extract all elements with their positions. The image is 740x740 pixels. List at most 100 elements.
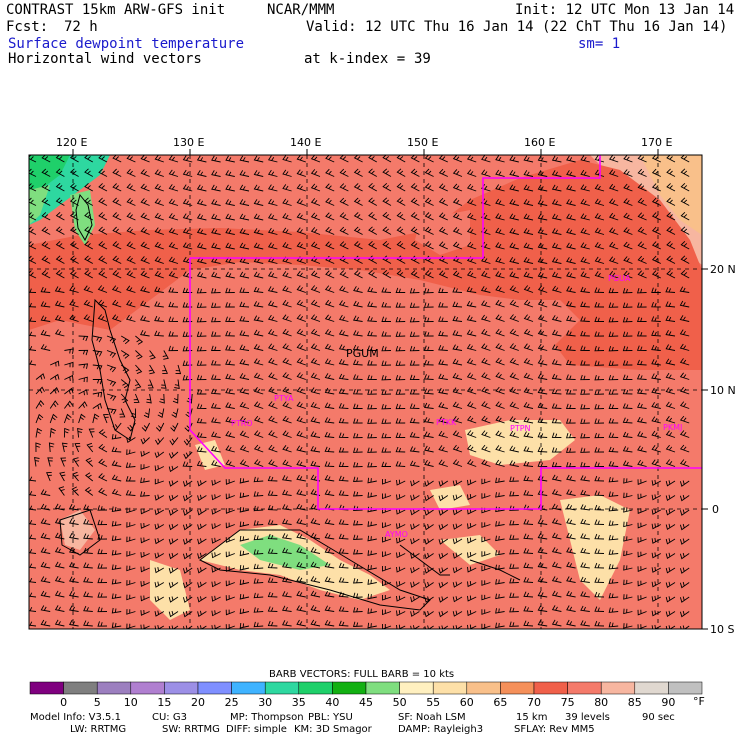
wind-barb (424, 459, 434, 467)
wind-barb (196, 403, 207, 409)
wind-barb (310, 212, 321, 221)
wind-barb (438, 430, 448, 438)
lon-label: 150 E (407, 136, 438, 149)
wind-barb (239, 330, 250, 337)
wind-barb (182, 242, 193, 250)
wind-barb (509, 592, 519, 598)
wind-barb (580, 184, 590, 192)
wind-barb (225, 271, 235, 279)
wind-barb (622, 287, 633, 294)
wind-barb (466, 198, 477, 206)
color-legend: 0 5 10 15 20 25 30 35 40 45 50 55 60 65 70 75 80 85 90 (29, 681, 703, 709)
wind-barb (63, 427, 70, 438)
wind-barb (665, 480, 676, 487)
wind-barb (665, 523, 676, 531)
wind-barb (608, 345, 619, 352)
wind-barb (367, 550, 377, 556)
header-kindex-value: 39 (414, 51, 431, 67)
wind-barb (239, 257, 250, 264)
wind-barb (253, 505, 264, 512)
wind-barb (438, 316, 448, 322)
wind-barb (154, 183, 164, 192)
wind-barb (154, 256, 164, 264)
wind-barb (225, 580, 235, 587)
wind-barb (267, 548, 278, 554)
wind-barb (29, 183, 37, 192)
wind-barb (495, 459, 505, 467)
wind-barb (368, 211, 378, 221)
wind-barb (182, 552, 193, 560)
wind-barb (29, 287, 37, 293)
wind-barb (382, 595, 392, 601)
wind-barb (551, 576, 562, 583)
wind-barb (182, 169, 193, 177)
legend-swatch (231, 681, 266, 695)
wind-barb (296, 386, 306, 395)
wind-barb (268, 343, 278, 351)
wind-barb (623, 521, 633, 528)
wind-barb (396, 624, 406, 629)
wind-barb (438, 445, 448, 453)
wind-barb (140, 537, 150, 544)
wind-barb (466, 329, 477, 337)
wind-barb (211, 479, 221, 486)
wind-barb (594, 302, 605, 308)
wind-barb (381, 389, 392, 395)
wind-barb (566, 286, 576, 293)
wind-barb (594, 184, 605, 192)
wind-barb (111, 506, 122, 512)
wind-barb (480, 300, 491, 308)
wind-barb (267, 314, 278, 322)
wind-barb (396, 226, 406, 235)
wind-barb (637, 388, 647, 395)
wind-barb (466, 183, 477, 192)
wind-barb (210, 359, 221, 366)
wind-barb (61, 442, 68, 453)
wind-barb (338, 475, 349, 482)
wind-barb (622, 360, 633, 366)
wind-barb (410, 567, 420, 574)
wind-barb (296, 357, 306, 366)
wind-barb (98, 270, 108, 279)
wind-barb (665, 287, 676, 293)
header-valid-time: Valid: 12 UTC Thu 16 Jan 14 (22 ChT Thu … (306, 19, 728, 35)
wind-barb (211, 199, 221, 206)
wind-barb (495, 328, 505, 337)
wind-barb (324, 547, 335, 554)
wind-barb (69, 532, 79, 540)
wind-barb (29, 270, 37, 279)
legend-tick: 80 (594, 696, 608, 709)
wind-barb (495, 622, 505, 629)
wind-barb (98, 155, 108, 163)
wind-barb (523, 519, 534, 525)
wind-barb (225, 479, 235, 485)
wind-barb (580, 562, 590, 569)
wind-barb (396, 610, 406, 617)
wind-barb (338, 314, 349, 322)
wind-barb (310, 576, 321, 583)
wind-barb (196, 242, 207, 250)
wind-barb (651, 373, 661, 380)
wind-barb (40, 518, 51, 525)
wind-barb (106, 379, 117, 387)
wind-barb (608, 432, 619, 438)
wind-barb (282, 213, 292, 221)
wind-barb (97, 299, 108, 308)
wind-barb (98, 168, 108, 177)
wind-barb (367, 535, 377, 542)
wind-barb (296, 241, 306, 250)
wind-barb (83, 299, 93, 308)
wind-barb (83, 314, 93, 322)
wind-barb (85, 472, 94, 482)
wind-barb (438, 581, 449, 589)
wind-barb (310, 532, 321, 540)
wind-barb (225, 316, 235, 322)
wind-barb (40, 329, 51, 337)
wind-barb (509, 563, 519, 569)
wind-barb (171, 408, 179, 419)
wind-barb (651, 155, 661, 163)
wind-barb (537, 228, 548, 235)
wind-barb (523, 475, 534, 482)
wind-barb (396, 537, 406, 544)
legend-swatch (533, 681, 568, 695)
